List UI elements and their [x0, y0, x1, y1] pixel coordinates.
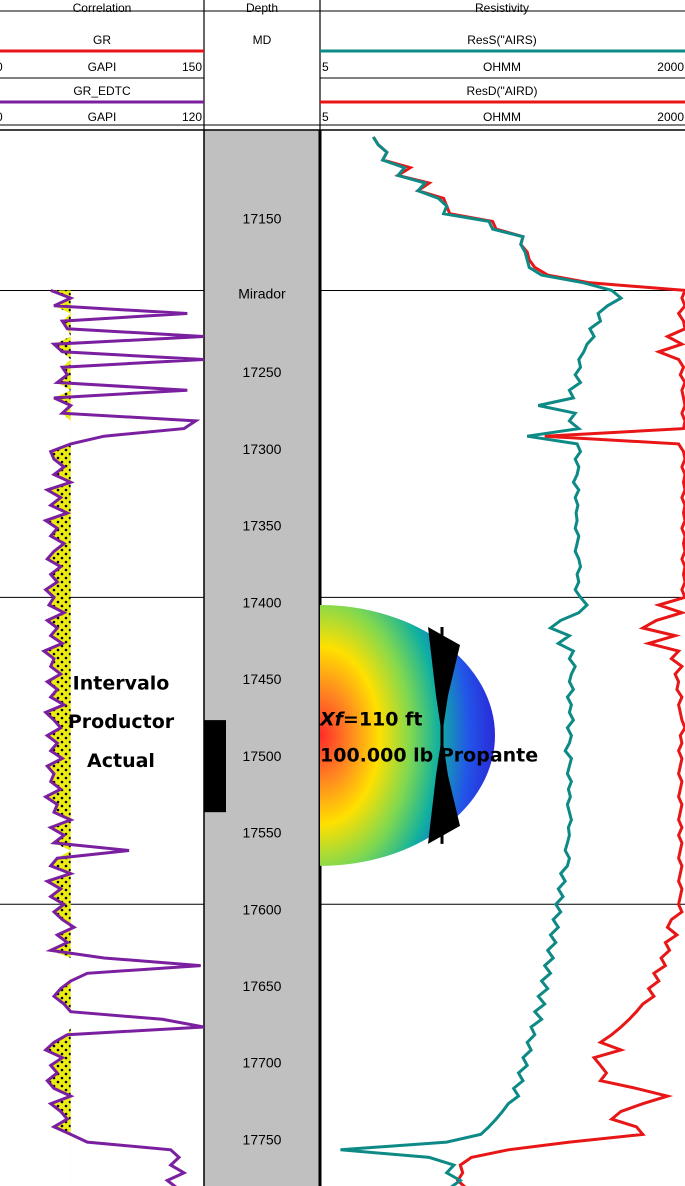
depth-tick-label: 17700 — [243, 1055, 282, 1071]
gr-edtc-unit: GAPI — [88, 110, 117, 124]
depth-tick-label: 17500 — [243, 748, 282, 764]
ress-scale-min: 5 — [322, 60, 329, 74]
proppant-label: 100.000 lb Propante — [320, 744, 538, 766]
fracture-wing — [428, 627, 460, 844]
depth-tick-label: 17750 — [243, 1131, 282, 1147]
fracture-half-ellipse — [320, 605, 495, 866]
resd-scale-max: 2000 — [657, 110, 684, 124]
gr-track — [41, 289, 204, 1186]
ress-curve-name: ResS("AIRS) — [467, 33, 537, 47]
resd-curve-name: ResD("AIRD) — [467, 84, 538, 98]
log-header: Correlation Depth Resistivity GR 0 GAPI … — [0, 0, 685, 130]
xf-label: Xf=110 ft — [319, 708, 422, 730]
gr-edtc-scale-max: 120 — [182, 110, 202, 124]
gr-unit: GAPI — [88, 60, 117, 74]
gr-scale-min: 0 — [0, 60, 3, 74]
depth-tick-label: 17150 — [243, 211, 282, 227]
depth-tick-label: 17550 — [243, 825, 282, 841]
ress-unit: OHMM — [483, 60, 521, 74]
depth-tick-label: 17250 — [243, 364, 282, 380]
depth-tick-label: 17300 — [243, 441, 282, 457]
gr-edtc-curve-name: GR_EDTC — [73, 84, 131, 98]
resd-scale-min: 5 — [322, 110, 329, 124]
depth-gridlines — [0, 289, 685, 905]
gr-curve-name: GR — [93, 33, 111, 47]
depth-title: Depth — [246, 1, 278, 15]
depth-tick-label: 17600 — [243, 901, 282, 917]
interval-label-line1: Intervalo — [73, 672, 170, 694]
res-deep-curve — [372, 136, 685, 1186]
depth-track — [204, 130, 320, 1186]
md-label: MD — [253, 33, 272, 47]
depth-labels: 17150 17250 17300 17350 17400 17450 17500 17550… — [243, 211, 282, 1148]
resistivity-title: Resistivity — [475, 1, 529, 15]
correlation-title: Correlation — [73, 1, 132, 15]
interval-label-line2: Productor — [68, 711, 175, 733]
gr-edtc-scale-min: 0 — [0, 110, 3, 124]
xf-value: =110 ft — [343, 708, 423, 730]
xf-symbol: Xf — [319, 708, 346, 730]
resistivity-track — [340, 136, 685, 1186]
resd-unit: OHMM — [483, 110, 521, 124]
gr-scale-max: 150 — [182, 60, 202, 74]
depth-tick-label: 17400 — [243, 594, 282, 610]
gr-edtc-curve — [41, 289, 204, 1186]
res-shallow-curve — [340, 136, 624, 1186]
perforated-interval-bar — [204, 720, 226, 813]
depth-tick-label: 17650 — [243, 978, 282, 994]
ress-scale-max: 2000 — [657, 60, 684, 74]
depth-tick-label: 17350 — [243, 518, 282, 534]
depth-tick-label: 17450 — [243, 671, 282, 687]
interval-label-line3: Actual — [87, 750, 155, 772]
formation-top-label: Mirador — [238, 285, 286, 301]
fracture-schematic: Xf=110 ft 100.000 lb Propante — [319, 605, 538, 866]
